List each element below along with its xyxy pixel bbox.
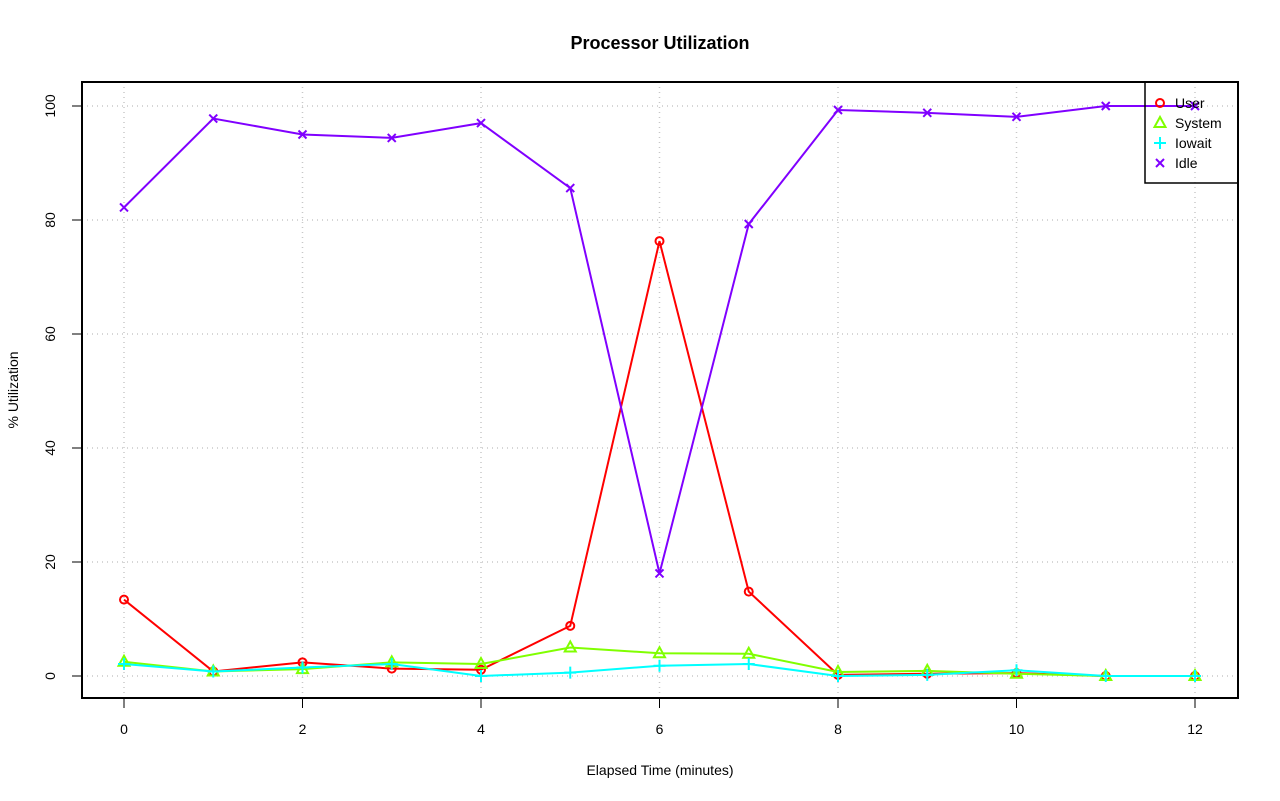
- data-point-idle: [744, 219, 754, 229]
- data-point-user: [743, 586, 754, 597]
- data-point-idle: [297, 129, 308, 140]
- series-idle: [119, 101, 1200, 579]
- y-tick-label: 0: [42, 672, 58, 680]
- series-user: [119, 236, 1200, 681]
- x-tick-label: 0: [120, 721, 128, 737]
- data-point-iowait: [1189, 670, 1201, 682]
- legend-label-user: User: [1175, 95, 1205, 111]
- data-point-iowait: [296, 661, 309, 674]
- x-tick-label: 8: [834, 721, 842, 737]
- data-point-iowait: [207, 665, 220, 678]
- legend-label-iowait: Iowait: [1175, 135, 1212, 151]
- legend-marker-iowait: [1154, 137, 1166, 149]
- y-axis-label: % Utilization: [5, 351, 21, 428]
- x-tick-label: 10: [1009, 721, 1025, 737]
- data-point-iowait: [385, 658, 398, 671]
- data-point-user: [119, 594, 129, 605]
- data-point-system: [473, 655, 489, 670]
- data-point-user: [654, 236, 665, 247]
- data-point-idle: [1101, 101, 1111, 111]
- y-tick-label: 20: [42, 554, 58, 570]
- y-tick-label: 40: [42, 440, 58, 456]
- data-point-idle: [1190, 101, 1200, 111]
- data-point-system: [1009, 665, 1024, 679]
- legend-label-idle: Idle: [1175, 155, 1198, 171]
- legend-marker-system: [1152, 114, 1168, 128]
- data-point-system: [563, 639, 578, 653]
- legend-box: [1144, 81, 1239, 184]
- data-point-iowait: [118, 658, 130, 671]
- data-point-idle: [476, 118, 486, 128]
- y-tick-label: 60: [42, 326, 58, 342]
- data-point-idle: [387, 133, 397, 143]
- data-point-iowait: [653, 659, 666, 672]
- x-axis-label: Elapsed Time (minutes): [586, 762, 733, 778]
- y-tick-label: 80: [42, 212, 58, 228]
- chart-title: Processor Utilization: [570, 33, 749, 53]
- data-point-idle: [654, 568, 665, 579]
- plot-frame: [81, 81, 1239, 699]
- data-point-idle: [119, 202, 129, 213]
- x-tick-label: 12: [1187, 721, 1203, 737]
- data-point-iowait: [564, 666, 577, 679]
- data-point-iowait: [742, 658, 755, 671]
- data-point-idle: [208, 113, 218, 124]
- data-point-iowait: [921, 668, 934, 681]
- legend-marker-idle: [1155, 158, 1165, 168]
- x-tick-label: 6: [656, 721, 664, 737]
- data-point-iowait: [832, 670, 844, 682]
- series-iowait: [118, 658, 1201, 682]
- data-point-idle: [922, 108, 932, 118]
- data-point-iowait: [475, 670, 487, 682]
- data-point-idle: [833, 105, 843, 115]
- data-point-idle: [565, 183, 575, 193]
- data-point-iowait: [1010, 664, 1023, 677]
- series-line-user: [123, 240, 1195, 677]
- x-tick-label: 4: [477, 721, 485, 737]
- legend: User System Iowait Idle: [1144, 81, 1239, 184]
- legend-label-system: System: [1175, 115, 1222, 131]
- data-point-system: [652, 645, 667, 659]
- data-point-user: [565, 620, 576, 631]
- series-line-idle: [123, 105, 1195, 574]
- legend-marker-user: [1155, 98, 1165, 108]
- data-point-iowait: [1099, 670, 1112, 682]
- x-tick-label: 2: [299, 721, 307, 737]
- data-point-idle: [1011, 112, 1022, 122]
- data-point-system: [741, 645, 756, 659]
- y-tick-label: 100: [42, 94, 58, 118]
